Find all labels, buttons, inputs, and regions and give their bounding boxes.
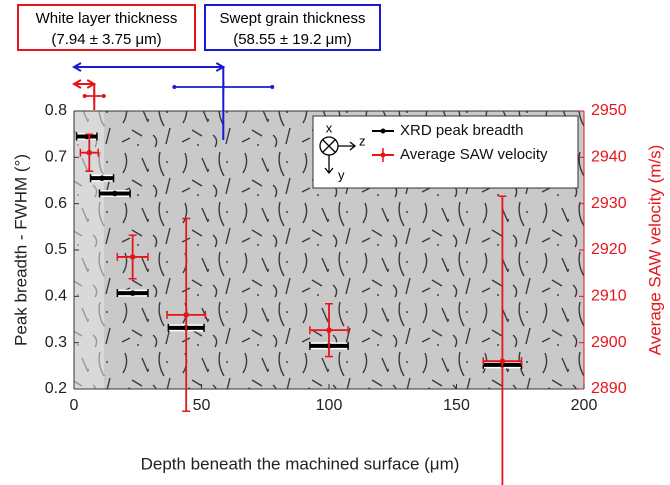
axes-icon-cross: [322, 139, 336, 153]
data-point: [183, 312, 189, 318]
y2-tick-label: 2900: [591, 334, 627, 351]
annotation-end: [172, 85, 177, 89]
y-tick-label: 0.3: [45, 334, 67, 351]
data-point: [83, 133, 90, 140]
arrow-head: [71, 79, 82, 89]
annotation-text: (58.55 ± 19.2 μm): [233, 31, 352, 48]
annotation-label: White layer thickness: [36, 10, 178, 27]
x-tick-label: 200: [571, 397, 598, 414]
arrow-head: [71, 62, 82, 72]
y2-tick-label: 2930: [591, 195, 627, 212]
data-point: [499, 358, 506, 365]
legend-box: [312, 115, 579, 189]
y2-tick-label: 2890: [591, 380, 627, 397]
axes-icon-label: x: [326, 120, 333, 135]
data-point: [129, 290, 136, 296]
y-tick-label: 0.8: [45, 102, 67, 119]
data-point: [112, 190, 118, 197]
x-tick-label: 0: [70, 397, 79, 414]
x-axis-label: Depth beneath the machined surface (μm): [141, 454, 460, 473]
legend-label: Average SAW velocity: [400, 146, 548, 163]
x-tick-label: 150: [443, 397, 470, 414]
y-tick-label: 0.6: [45, 195, 67, 212]
x-tick-label: 50: [193, 397, 211, 414]
data-point: [86, 149, 93, 156]
y2-tick-label: 2920: [591, 241, 627, 258]
y2-tick-label: 2910: [591, 288, 627, 305]
y-tick-label: 0.4: [45, 288, 67, 305]
x-tick-label: 100: [316, 397, 343, 414]
annotation-end: [82, 94, 87, 98]
data-point: [326, 327, 332, 333]
axes-icon-label: z: [359, 133, 366, 148]
y2-tick-label: 2950: [591, 102, 627, 119]
axes-icon-y: [324, 155, 334, 175]
y-tick-label: 0.2: [45, 380, 67, 397]
annotation-text: (7.94 ± 3.75 μm): [51, 31, 161, 48]
annotation-end: [101, 94, 106, 98]
y-tick-label: 0.7: [45, 149, 67, 166]
y-tick-label: 0.5: [45, 241, 67, 258]
annotation-end: [270, 85, 275, 89]
y2-tick-label: 2940: [591, 149, 627, 166]
axes-icon-z: [338, 141, 357, 151]
y-axis-label: Peak breadth - FWHM (°): [11, 154, 30, 346]
legend-swatch-point: [380, 128, 386, 134]
legend-label: XRD peak breadth: [400, 122, 523, 139]
y2-axis-label: Average SAW velocity (m/s): [645, 145, 664, 356]
annotation-box: [204, 4, 381, 51]
axes-icon-label: y: [338, 167, 345, 182]
data-point: [99, 175, 105, 181]
data-point: [129, 254, 136, 260]
annotation-label: Swept grain thickness: [220, 10, 366, 27]
annotation-box: [17, 4, 196, 51]
